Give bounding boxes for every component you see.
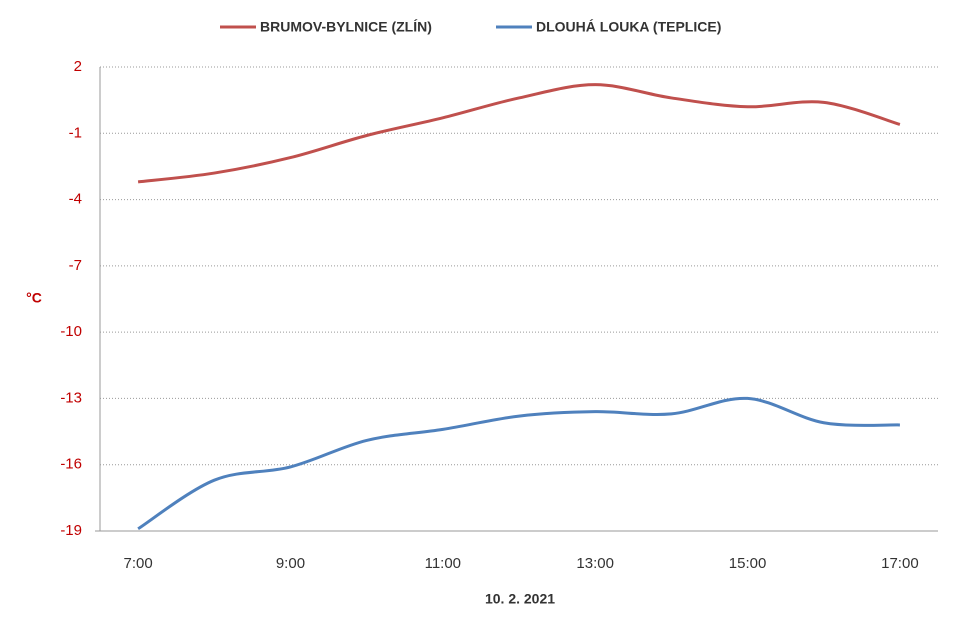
y-tick-label: -7: [69, 257, 82, 274]
y-tick-label: -16: [60, 456, 82, 473]
x-tick-label: 17:00: [881, 555, 919, 572]
x-tick-label: 9:00: [276, 555, 305, 572]
legend-label: DLOUHÁ LOUKA (TEPLICE): [536, 19, 721, 35]
y-tick-label: -19: [60, 522, 82, 539]
x-tick-label: 15:00: [729, 555, 767, 572]
series-line: [137, 83, 901, 184]
y-tick-label: -4: [69, 191, 82, 208]
y-tick-label: 2: [74, 58, 82, 75]
legend-label: BRUMOV-BYLNICE (ZLÍN): [260, 19, 432, 35]
series-line: [137, 396, 900, 531]
x-axis-label: 10. 2. 2021: [485, 591, 555, 607]
y-tick-label: -10: [60, 323, 82, 340]
x-tick-label: 13:00: [576, 555, 614, 572]
y-tick-label: -1: [69, 124, 82, 141]
x-tick-label: 7:00: [123, 555, 152, 572]
x-tick-label: 11:00: [425, 555, 461, 572]
y-axis-label: °C: [26, 290, 42, 306]
y-tick-label: -13: [60, 389, 82, 406]
